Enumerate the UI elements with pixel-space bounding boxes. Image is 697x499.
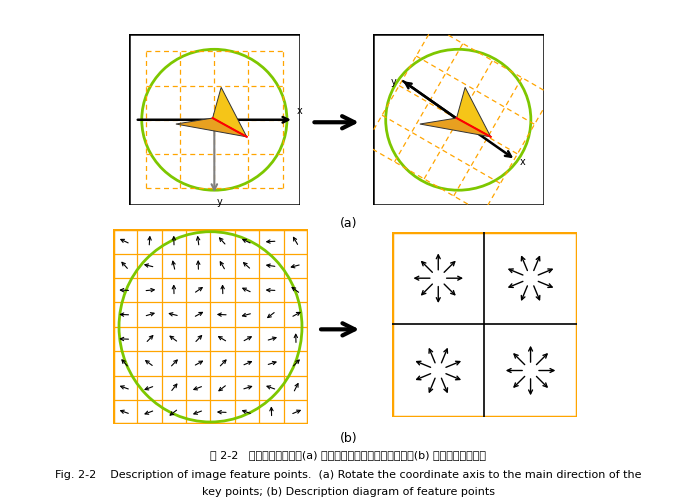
Polygon shape (176, 118, 247, 137)
Text: (b): (b) (339, 432, 358, 445)
Text: 图 2-2   图像特征点描述。(a) 将坐标轴旋转至关键点主方向；(b) 特征点描述示意图: 图 2-2 图像特征点描述。(a) 将坐标轴旋转至关键点主方向；(b) 特征点描… (210, 450, 487, 460)
Polygon shape (420, 118, 491, 137)
Text: Fig. 2-2    Description of image feature points.  (a) Rotate the coordinate axis: Fig. 2-2 Description of image feature po… (55, 470, 642, 480)
Text: key points; (b) Description diagram of feature points: key points; (b) Description diagram of f… (202, 487, 495, 497)
Text: (a): (a) (339, 217, 358, 230)
Text: x: x (519, 157, 526, 167)
Text: y: y (391, 77, 397, 87)
Polygon shape (213, 87, 247, 137)
Text: y: y (217, 198, 222, 208)
Text: x: x (296, 106, 302, 116)
Polygon shape (457, 87, 491, 137)
